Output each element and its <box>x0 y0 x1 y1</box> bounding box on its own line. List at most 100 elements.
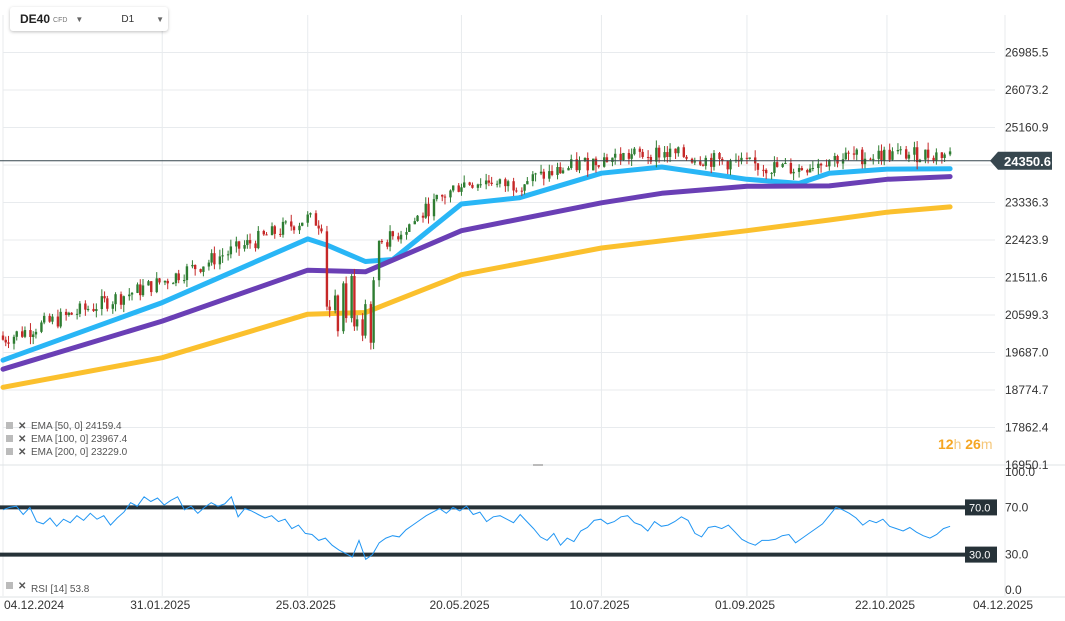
candle-body <box>531 174 535 182</box>
candle-body <box>548 171 551 179</box>
symbol-chevron-down-icon[interactable]: ▼ <box>75 14 84 24</box>
candle-body <box>825 165 828 167</box>
legend-ema-label: EMA [100, 0] 23967.4 <box>31 434 128 445</box>
rsi-level-badge <box>965 499 997 516</box>
candle-body <box>265 234 268 236</box>
candle-body <box>457 185 460 192</box>
candle-body <box>237 241 241 249</box>
candle-body <box>924 149 927 160</box>
candle-body <box>841 159 845 164</box>
candle-body <box>847 152 850 154</box>
rsi-settings-icon <box>6 582 13 589</box>
candle-body <box>863 158 867 165</box>
candle-body <box>51 316 54 322</box>
candle-body <box>155 278 158 293</box>
candle-body <box>443 196 447 198</box>
candle-body <box>100 296 104 310</box>
candle-body <box>12 336 16 344</box>
candle-body <box>699 161 702 165</box>
candle-body <box>745 157 749 159</box>
symbol-selector[interactable]: DE40 CFD ▼ D1 ▼ <box>10 7 168 31</box>
candle-body <box>888 149 891 160</box>
candle-body <box>150 281 153 293</box>
candle-body <box>718 153 721 159</box>
price-tick-label: 25160.9 <box>1005 121 1049 135</box>
candle-body <box>273 226 276 234</box>
candle-body <box>325 231 329 307</box>
candle-body <box>712 153 716 167</box>
candle-body <box>301 222 304 226</box>
candle-body <box>498 179 502 184</box>
panel-resize-handle <box>533 464 543 466</box>
candle-body <box>40 322 43 332</box>
price-tick-label: 23336.3 <box>1005 196 1049 210</box>
candle-body <box>468 182 471 185</box>
candle-body <box>59 311 62 327</box>
candle-body <box>462 182 466 188</box>
candle-body <box>369 304 373 343</box>
candle-body <box>460 187 463 192</box>
legend-close-icon: ✕ <box>18 421 26 432</box>
timeframe-selector[interactable]: D1 <box>121 13 135 25</box>
candle-body <box>397 236 400 240</box>
candle-body <box>817 163 820 169</box>
price-tick-label: 17862.4 <box>1005 421 1049 435</box>
price-tick-label: 18774.7 <box>1005 383 1049 397</box>
candle-body <box>638 148 642 152</box>
time-tick-label: 20.05.2025 <box>429 598 489 612</box>
time-tick-label: 04.12.2025 <box>973 598 1033 612</box>
candle-body <box>674 148 677 154</box>
candle-body <box>421 215 425 218</box>
candle-body <box>221 255 224 257</box>
candle-body <box>377 240 381 281</box>
candle-body <box>361 319 364 336</box>
candle-body <box>191 264 194 267</box>
time-tick-label: 01.09.2025 <box>715 598 775 612</box>
candle-body <box>449 190 452 198</box>
candle-body <box>869 158 872 160</box>
candle-body <box>729 160 732 170</box>
ema-line-2 <box>0 174 953 372</box>
candle-body <box>748 157 751 159</box>
candle-body <box>1 335 5 340</box>
legend-ema-label: EMA [200, 0] 23229.0 <box>31 447 128 458</box>
candle-body <box>452 185 455 191</box>
candle-body <box>136 284 139 293</box>
candle-body <box>578 161 581 171</box>
timer-hours-unit: h <box>953 436 962 452</box>
candle-body <box>883 149 886 161</box>
price-tick-label: 16950.1 <box>1005 458 1049 472</box>
candle-body <box>677 147 680 154</box>
candle-body <box>619 153 622 160</box>
legend-settings-icon <box>6 422 13 429</box>
candle-body <box>413 221 416 225</box>
candle-body <box>163 280 167 283</box>
candle-body <box>207 262 211 267</box>
candle-body <box>298 225 301 231</box>
candle-body <box>213 253 216 265</box>
candle-body <box>575 159 578 171</box>
last-price-badge <box>990 151 1052 170</box>
candle-body <box>122 296 125 305</box>
candle-body <box>899 149 902 151</box>
candle-body <box>95 309 98 312</box>
candle-body <box>592 158 595 171</box>
candle-body <box>355 319 359 327</box>
candle-body <box>226 254 230 256</box>
candle-body <box>764 169 768 174</box>
candle-body <box>872 158 875 160</box>
price-tick-label: 20599.3 <box>1005 308 1049 322</box>
candle-body <box>424 203 427 218</box>
candle-body <box>559 166 562 174</box>
symbol-type: CFD <box>53 17 68 24</box>
candle-body <box>103 296 106 299</box>
rsi-level-value: 30.0 <box>969 550 990 562</box>
candle-body <box>926 149 930 158</box>
candle-body <box>193 264 197 270</box>
candle-body <box>861 149 864 165</box>
candle-body <box>913 147 916 155</box>
timeframe-chevron-down-icon[interactable]: ▼ <box>156 14 165 24</box>
candle-body <box>67 312 71 316</box>
candle-body <box>611 157 614 163</box>
